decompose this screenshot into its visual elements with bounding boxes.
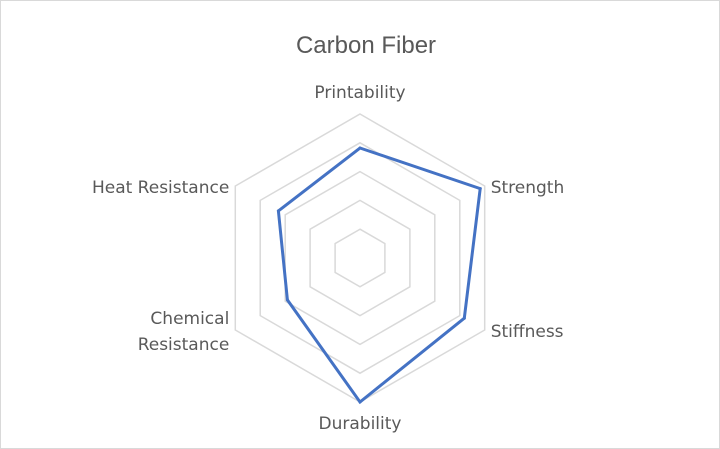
category-label-durability: Durability (319, 414, 402, 434)
data-point-durability (358, 400, 362, 404)
chart-title: Carbon Fiber (296, 32, 436, 59)
data-point-strength (478, 187, 482, 191)
category-label-stiffness: Stiffness (491, 322, 564, 342)
category-label-heat-resistance: Heat Resistance (92, 178, 229, 198)
category-label-printability: Printability (314, 83, 405, 103)
grid-ring-5 (234, 113, 486, 403)
grid-ring-2 (309, 199, 411, 317)
data-point-stiffness (462, 316, 466, 320)
category-label-strength: Strength (491, 178, 565, 198)
grid-ring-1 (334, 228, 386, 288)
series-layer (276, 146, 482, 405)
grid-ring-4 (259, 141, 461, 375)
radar-grid (234, 113, 486, 403)
data-point-chemical-resistance (285, 298, 289, 302)
category-label-chemical-resistance: Chemical Resistance (138, 309, 230, 355)
data-point-heat-resistance (276, 209, 280, 213)
data-point-printability (358, 146, 362, 150)
category-labels: Printability Strength Stiffness Durability C… (92, 83, 564, 434)
grid-ring-3 (284, 170, 436, 346)
